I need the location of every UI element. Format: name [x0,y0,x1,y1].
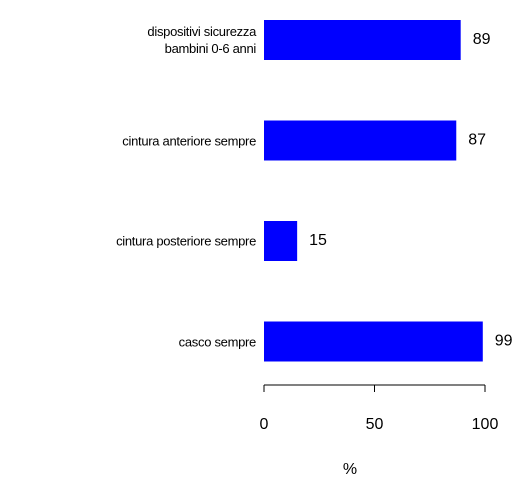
value-label: 87 [468,132,486,149]
category-label: cintura anteriore sempre [122,133,256,148]
x-tick-label: 50 [366,416,384,433]
bar [264,120,457,161]
x-tick-label: 0 [260,416,269,433]
category-label: casco sempre [178,334,257,349]
value-label: 99 [495,333,513,350]
category-label: dispositivi sicurezza bambini 0-6 anni [147,24,256,56]
bar [264,20,461,60]
value-label: 89 [473,31,491,48]
value-label: 15 [309,232,327,249]
bar [264,221,298,261]
x-axis-label: % [343,461,357,478]
x-tick-label: 100 [472,416,499,433]
bar [264,321,483,362]
category-label: cintura posteriore sempre [116,233,256,249]
